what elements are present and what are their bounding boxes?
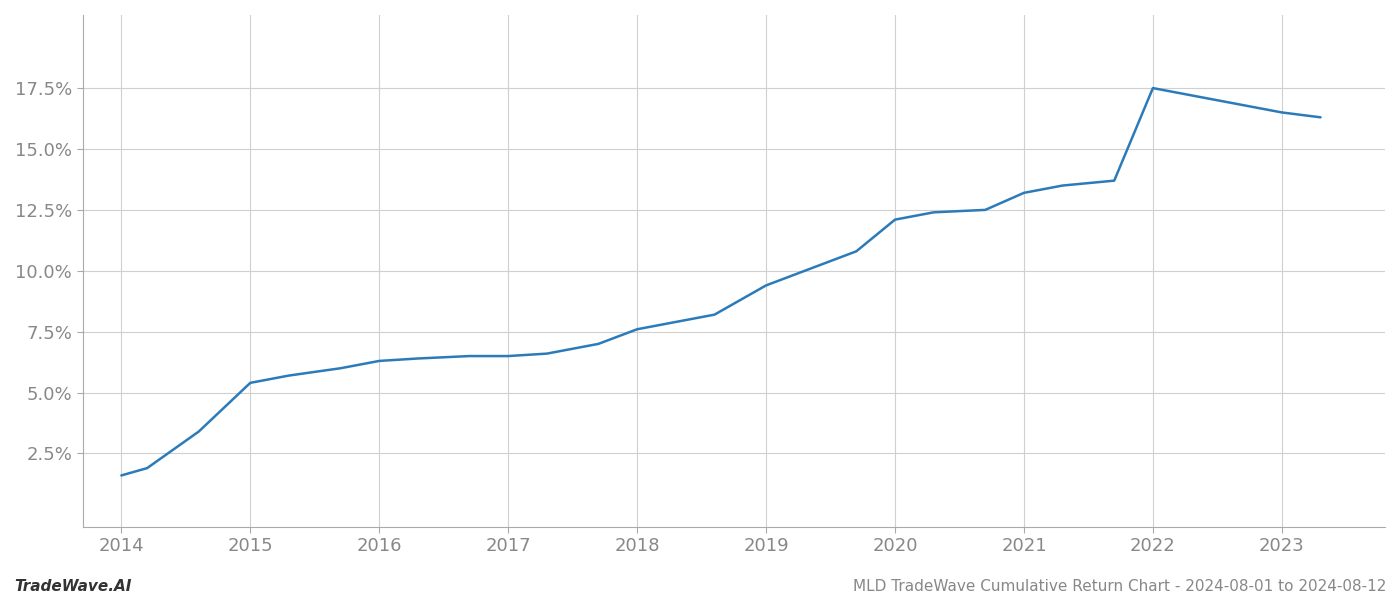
- Text: TradeWave.AI: TradeWave.AI: [14, 579, 132, 594]
- Text: MLD TradeWave Cumulative Return Chart - 2024-08-01 to 2024-08-12: MLD TradeWave Cumulative Return Chart - …: [853, 579, 1386, 594]
